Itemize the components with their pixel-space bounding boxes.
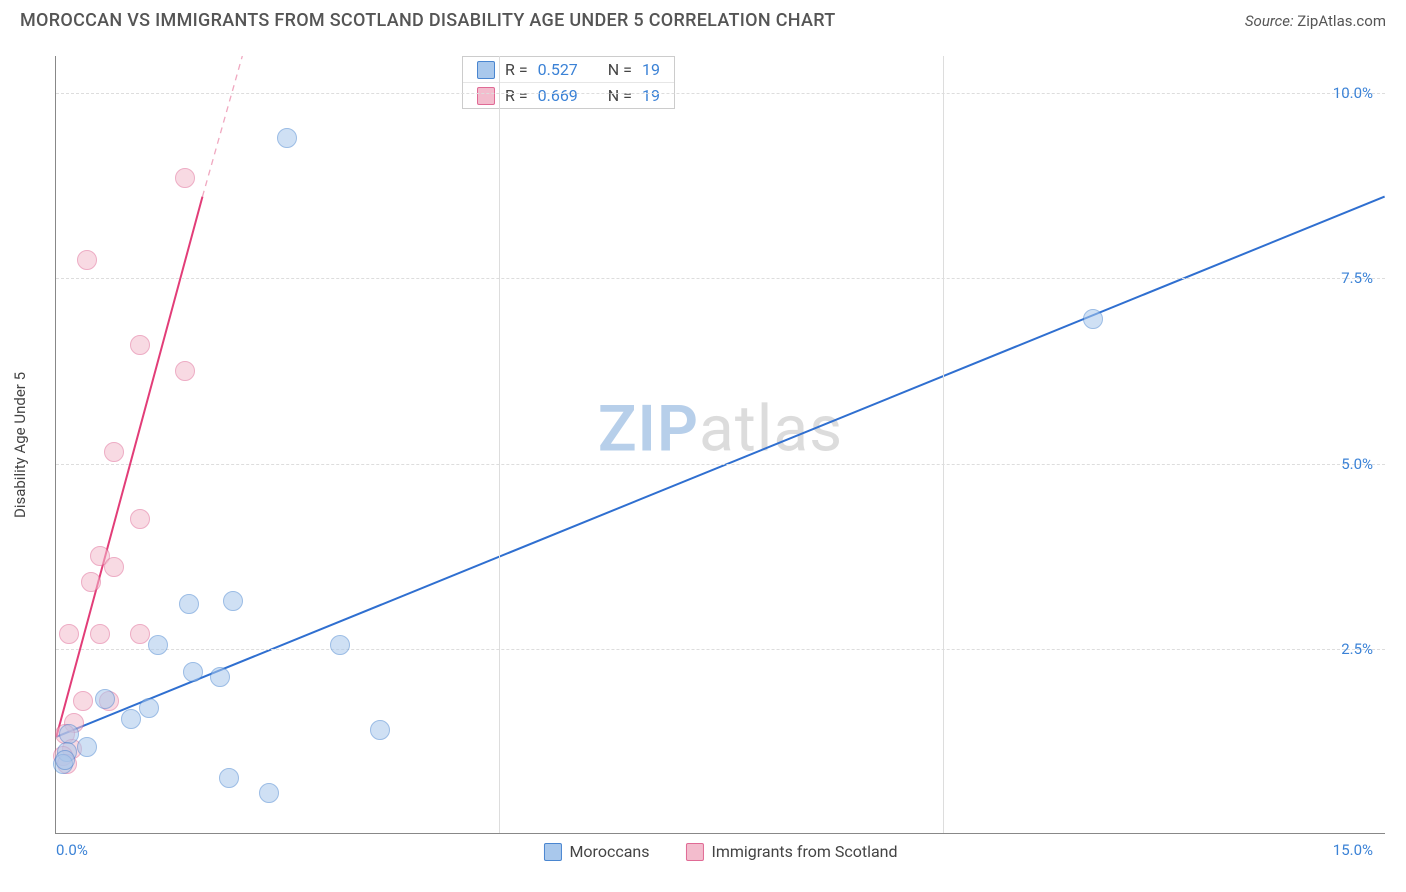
series-legend: Moroccans Immigrants from Scotland: [543, 842, 897, 861]
scatter-point-scotland: [130, 624, 150, 644]
scatter-point-scotland: [104, 442, 124, 462]
scatter-point-scotland: [130, 335, 150, 355]
watermark: ZIPatlas: [598, 391, 843, 466]
swatch-moroccans: [477, 61, 495, 79]
scatter-point-scotland: [90, 624, 110, 644]
n-label: N =: [608, 86, 632, 105]
y-tick-label: 10.0%: [1333, 84, 1373, 102]
scatter-point-scotland: [104, 557, 124, 577]
legend-item-scotland: Immigrants from Scotland: [685, 842, 897, 861]
scatter-point-moroccans: [330, 635, 350, 655]
y-tick-label: 2.5%: [1341, 640, 1373, 658]
r-label: R =: [505, 86, 528, 105]
swatch-scotland: [685, 843, 703, 861]
n-value-scotland: 19: [642, 86, 660, 105]
stats-row-scotland: R = 0.669 N = 19: [463, 82, 674, 108]
y-axis-title: Disability Age Under 5: [11, 371, 29, 517]
scatter-point-scotland: [175, 361, 195, 381]
scatter-point-moroccans: [183, 662, 203, 682]
source-attribution: Source: ZipAtlas.com: [1245, 12, 1386, 30]
gridline-horizontal: [56, 278, 1385, 279]
trend-line: [202, 56, 242, 197]
swatch-scotland: [477, 87, 495, 105]
x-tick-right: 15.0%: [1333, 841, 1373, 859]
gridline-vertical: [943, 56, 944, 833]
chart-title: MOROCCAN VS IMMIGRANTS FROM SCOTLAND DIS…: [20, 10, 836, 31]
scatter-point-moroccans: [148, 635, 168, 655]
scatter-point-scotland: [175, 168, 195, 188]
scatter-chart: Disability Age Under 5 ZIPatlas R = 0.52…: [55, 56, 1385, 834]
stats-row-moroccans: R = 0.527 N = 19: [463, 57, 674, 82]
r-label: R =: [505, 60, 528, 79]
scatter-point-moroccans: [1083, 309, 1103, 329]
watermark-zip: ZIP: [598, 391, 699, 466]
legend-item-moroccans: Moroccans: [543, 842, 649, 861]
r-value-moroccans: 0.527: [538, 60, 578, 79]
r-value-scotland: 0.669: [538, 86, 578, 105]
legend-label-scotland: Immigrants from Scotland: [711, 842, 897, 861]
scatter-point-moroccans: [139, 698, 159, 718]
scatter-point-moroccans: [77, 737, 97, 757]
scatter-point-scotland: [73, 691, 93, 711]
scatter-point-moroccans: [95, 689, 115, 709]
scatter-point-moroccans: [277, 128, 297, 148]
gridline-horizontal: [56, 93, 1385, 94]
source-value: ZipAtlas.com: [1297, 12, 1386, 30]
scatter-point-moroccans: [55, 750, 75, 770]
stats-legend: R = 0.527 N = 19 R = 0.669 N = 19: [462, 56, 675, 109]
scatter-point-moroccans: [210, 667, 230, 687]
scatter-point-moroccans: [223, 591, 243, 611]
scatter-point-moroccans: [121, 709, 141, 729]
watermark-atlas: atlas: [699, 391, 843, 466]
x-tick-left: 0.0%: [56, 841, 88, 859]
scatter-point-scotland: [130, 509, 150, 529]
scatter-point-moroccans: [370, 720, 390, 740]
source-label: Source:: [1245, 12, 1294, 30]
swatch-moroccans: [543, 843, 561, 861]
n-value-moroccans: 19: [642, 60, 660, 79]
gridline-horizontal: [56, 649, 1385, 650]
scatter-point-moroccans: [59, 724, 79, 744]
title-row: MOROCCAN VS IMMIGRANTS FROM SCOTLAND DIS…: [0, 0, 1406, 31]
y-tick-label: 7.5%: [1341, 269, 1373, 287]
gridline-horizontal: [56, 464, 1385, 465]
chart-overlay-svg: [56, 56, 1385, 833]
y-tick-label: 5.0%: [1341, 455, 1373, 473]
scatter-point-scotland: [59, 624, 79, 644]
scatter-point-scotland: [77, 250, 97, 270]
legend-label-moroccans: Moroccans: [569, 842, 649, 861]
scatter-point-scotland: [81, 572, 101, 592]
scatter-point-moroccans: [219, 768, 239, 788]
scatter-point-moroccans: [179, 594, 199, 614]
n-label: N =: [608, 60, 632, 79]
scatter-point-moroccans: [259, 783, 279, 803]
gridline-vertical: [499, 56, 500, 833]
